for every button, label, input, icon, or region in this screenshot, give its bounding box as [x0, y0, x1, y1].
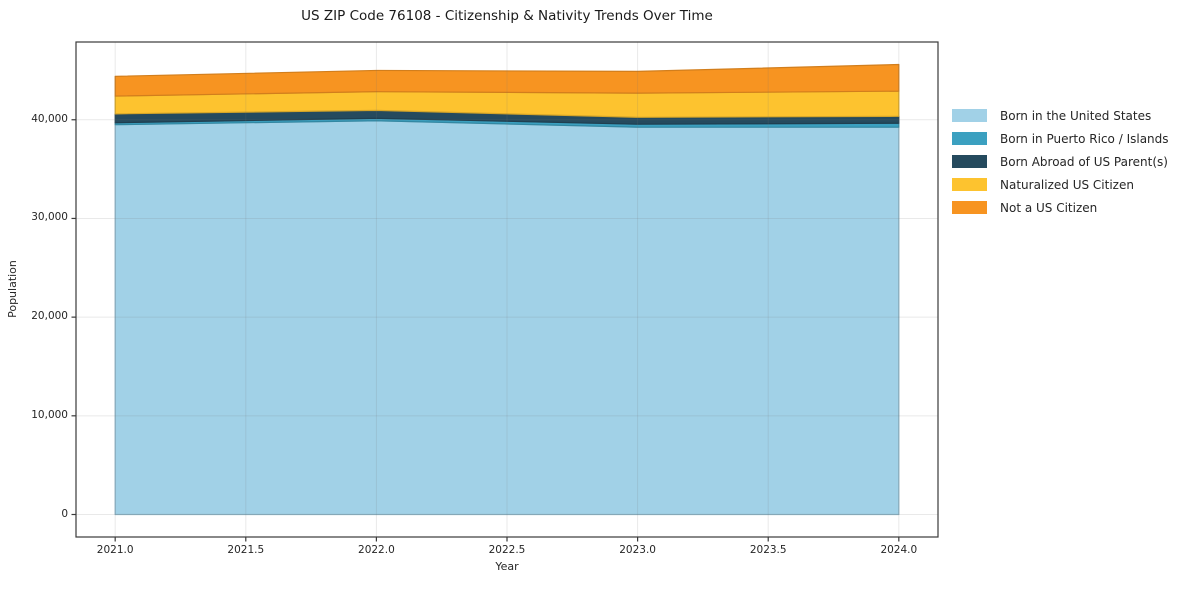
legend-label-born-in-puerto-rico-islands: Born in Puerto Rico / Islands	[1000, 131, 1169, 146]
x-tick-label-2022.0: 2022.0	[358, 544, 395, 556]
x-tick-label-2023.0: 2023.0	[619, 544, 656, 556]
area-not-a-us-citizen	[114, 63, 900, 97]
tick-marks	[71, 119, 900, 542]
y-tick-label-10,000: 10,000	[31, 408, 68, 421]
legend-swatch-born-abroad-of-us-parent-s	[952, 155, 987, 168]
y-tick-label-40,000: 40,000	[31, 112, 68, 125]
x-tick-label-2024.0: 2024.0	[880, 544, 918, 556]
legend-label-naturalized-us-citizen: Naturalized US Citizen	[1000, 177, 1134, 192]
y-tick-label-20,000: 20,000	[31, 310, 68, 323]
legend-label-born-in-the-united-states: Born in the United States	[1000, 108, 1152, 123]
x-tick-label-2021.0: 2021.0	[96, 544, 134, 556]
legend-item-naturalized-us-citizen: Naturalized US Citizen	[952, 173, 1169, 196]
legend-item-not-a-us-citizen: Not a US Citizen	[952, 196, 1169, 219]
y-tick-label-0: 0	[61, 507, 68, 520]
chart-title: US ZIP Code 76108 - Citizenship & Nativi…	[301, 8, 713, 24]
legend-swatch-naturalized-us-citizen	[952, 178, 987, 191]
legend-swatch-born-in-the-united-states	[952, 109, 987, 122]
x-tick-label-2023.5: 2023.5	[749, 544, 787, 556]
gridlines	[76, 42, 938, 537]
stacked-areas	[114, 63, 900, 516]
legend-swatch-born-in-puerto-rico-islands	[952, 132, 987, 145]
x-axis-label: Year	[495, 560, 519, 573]
y-axis-label: Population	[6, 260, 19, 318]
legend: Born in the United States Born in Puerto …	[952, 104, 1169, 219]
x-tick-label-2021.5: 2021.5	[227, 544, 265, 556]
legend-label-born-abroad-of-us-parent-s: Born Abroad of US Parent(s)	[1000, 154, 1168, 169]
x-tick-label-2022.5: 2022.5	[488, 544, 526, 556]
legend-item-born-in-puerto-rico-islands: Born in Puerto Rico / Islands	[952, 127, 1169, 150]
legend-swatch-not-a-us-citizen	[952, 201, 987, 214]
y-tick-label-30,000: 30,000	[31, 211, 68, 224]
legend-label-not-a-us-citizen: Not a US Citizen	[1000, 200, 1098, 215]
legend-item-born-abroad-of-us-parent-s: Born Abroad of US Parent(s)	[952, 150, 1169, 173]
legend-item-born-in-the-united-states: Born in the United States	[952, 104, 1169, 127]
